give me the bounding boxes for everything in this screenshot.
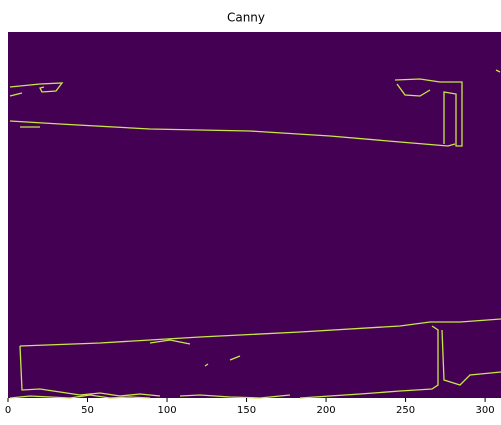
chart: Canny 0 50 100 150 200 250 300	[0, 0, 501, 425]
x-tick-label: 0	[5, 405, 11, 416]
x-tick-label: 100	[157, 405, 176, 416]
x-tick-label: 250	[396, 405, 415, 416]
x-tick-label: 50	[81, 405, 94, 416]
chart-title: Canny	[227, 11, 265, 25]
x-tick-label: 150	[237, 405, 256, 416]
x-tick-label: 200	[317, 405, 336, 416]
x-tick-label: 300	[476, 405, 495, 416]
